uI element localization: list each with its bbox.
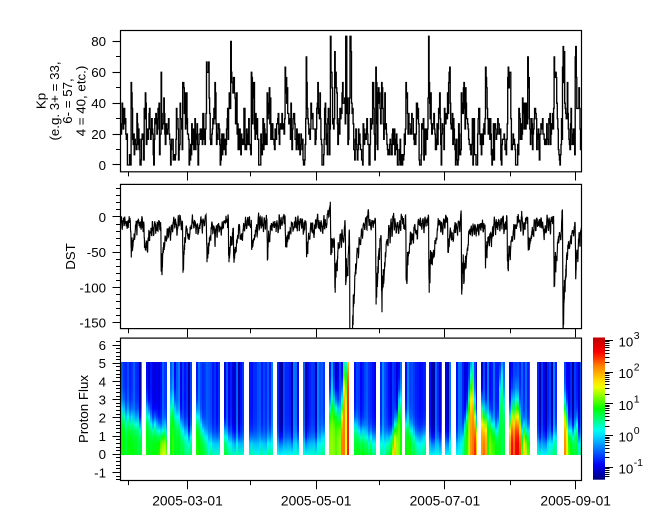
- svg-text:Kp: Kp: [34, 93, 49, 109]
- svg-text:10: 10: [619, 430, 634, 445]
- svg-text:DST: DST: [63, 243, 78, 270]
- svg-text:-50: -50: [87, 245, 106, 260]
- svg-text:4 = 40, etc.): 4 = 40, etc.): [73, 66, 88, 137]
- svg-text:0: 0: [99, 447, 106, 462]
- svg-text:-1: -1: [94, 465, 106, 480]
- svg-text:1: 1: [99, 429, 106, 444]
- svg-text:0: 0: [99, 158, 106, 173]
- svg-text:5: 5: [99, 356, 106, 371]
- svg-text:10: 10: [619, 461, 634, 476]
- svg-text:40: 40: [91, 96, 106, 111]
- svg-text:0: 0: [99, 210, 106, 225]
- svg-text:3: 3: [634, 330, 640, 342]
- svg-text:60: 60: [91, 65, 106, 80]
- svg-text:10: 10: [619, 398, 634, 413]
- svg-text:3: 3: [99, 393, 106, 408]
- svg-text:4: 4: [99, 374, 106, 389]
- svg-text:-1: -1: [634, 457, 643, 469]
- svg-text:2005-05-01: 2005-05-01: [281, 493, 352, 508]
- svg-text:Proton Flux: Proton Flux: [76, 375, 91, 443]
- svg-text:6- = 57,: 6- = 57,: [60, 78, 75, 123]
- svg-text:2005-07-01: 2005-07-01: [410, 493, 481, 508]
- svg-text:6: 6: [99, 338, 106, 353]
- svg-text:-100: -100: [79, 280, 106, 295]
- svg-text:10: 10: [619, 366, 634, 381]
- svg-text:20: 20: [91, 127, 106, 142]
- svg-text:-150: -150: [79, 316, 106, 331]
- svg-text:80: 80: [91, 34, 106, 49]
- svg-text:2: 2: [99, 411, 106, 426]
- svg-text:(e.g. 3+ = 33,: (e.g. 3+ = 33,: [47, 61, 62, 140]
- svg-text:2005-09-01: 2005-09-01: [540, 493, 611, 508]
- svg-text:1: 1: [634, 393, 640, 405]
- svg-text:0: 0: [634, 425, 640, 437]
- svg-text:2005-03-01: 2005-03-01: [152, 493, 223, 508]
- svg-text:10: 10: [619, 335, 634, 350]
- svg-text:2: 2: [634, 362, 640, 374]
